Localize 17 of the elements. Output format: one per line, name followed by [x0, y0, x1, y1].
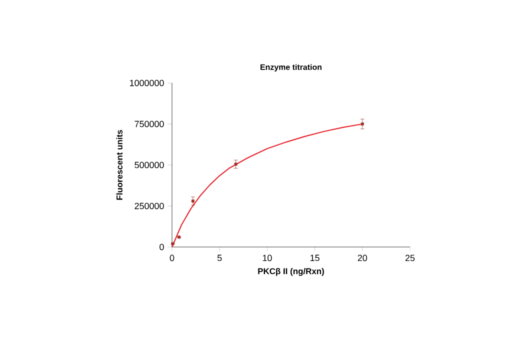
y-tick-label: 250000 [134, 202, 164, 210]
x-axis-title: PKCβ II (ng/Rxn) [258, 268, 324, 276]
x-tick-label: 5 [217, 254, 222, 262]
x-tick-label: 10 [262, 254, 272, 262]
y-tick-label: 1000000 [130, 80, 164, 86]
y-tick-label: 750000 [134, 120, 164, 128]
y-tick-label: 0 [160, 244, 164, 250]
x-tick-label: 20 [358, 254, 368, 262]
point [191, 200, 194, 203]
point [234, 162, 238, 166]
y-axis-title: Fluorescent units [116, 130, 122, 200]
line-series [171, 123, 363, 248]
x-tick-label: 0 [170, 254, 174, 262]
x-tick-label: 15 [310, 254, 320, 262]
x-tick-label: 25 [405, 254, 415, 262]
y-tick-label: 500000 [134, 162, 164, 168]
point [360, 122, 364, 126]
